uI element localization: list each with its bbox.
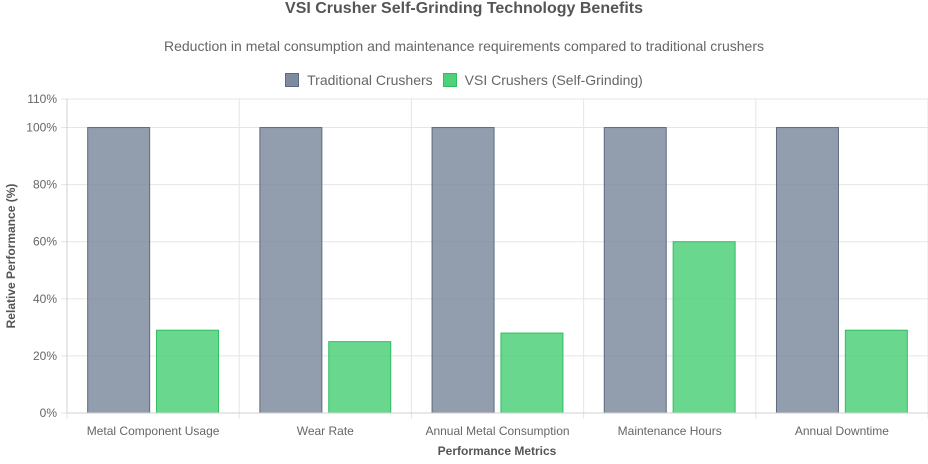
y-axis: 0% 20% 40% 60% 80% 100% 110%: [26, 92, 68, 420]
x-tick-label: Maintenance Hours: [618, 424, 722, 438]
bar-vsi-0[interactable]: [156, 329, 220, 414]
bar-traditional-2[interactable]: [431, 127, 495, 414]
y-tick-label: 110%: [27, 92, 57, 106]
x-tick-label: Annual Downtime: [795, 424, 889, 438]
x-tick-label: Wear Rate: [297, 424, 354, 438]
x-tick-label: Metal Component Usage: [87, 424, 220, 438]
bars: [87, 127, 908, 414]
y-axis-label: Relative Performance (%): [4, 184, 18, 329]
bar-traditional-0[interactable]: [87, 127, 151, 414]
y-tick-label: 40%: [33, 292, 57, 306]
x-axis: Metal Component Usage Wear Rate Annual Met…: [67, 412, 928, 438]
bar-vsi-2[interactable]: [500, 332, 564, 414]
y-tick-label: 20%: [33, 349, 57, 363]
y-tick-label: 0%: [40, 406, 58, 420]
chart-title: VSI Crusher Self-Grinding Technology Ben…: [285, 0, 643, 17]
legend-swatch-vsi: [442, 73, 457, 87]
y-tick-label: 60%: [33, 235, 57, 249]
legend-item-traditional[interactable]: Traditional Crushers: [285, 72, 433, 88]
legend-item-vsi[interactable]: VSI Crushers (Self-Grinding): [442, 72, 643, 88]
legend-swatch-traditional: [285, 73, 300, 87]
bar-traditional-3[interactable]: [603, 127, 667, 414]
bar-traditional-4[interactable]: [775, 127, 839, 414]
y-tick-label: 80%: [33, 178, 57, 192]
bar-vsi-1[interactable]: [328, 341, 392, 414]
bar-vsi-3[interactable]: [672, 241, 736, 414]
x-tick-label: Annual Metal Consumption: [425, 424, 569, 438]
x-axis-label: Performance Metrics: [438, 444, 557, 458]
bar-vsi-4[interactable]: [844, 329, 908, 414]
chart-subtitle: Reduction in metal consumption and maint…: [164, 38, 764, 54]
y-tick-label: 100%: [26, 121, 57, 135]
legend-label-vsi: VSI Crushers (Self-Grinding): [464, 72, 643, 88]
legend-label-traditional: Traditional Crushers: [307, 72, 433, 88]
bar-traditional-1[interactable]: [259, 127, 323, 414]
chart-legend: Traditional Crushers VSI Crushers (Self-…: [0, 72, 928, 88]
